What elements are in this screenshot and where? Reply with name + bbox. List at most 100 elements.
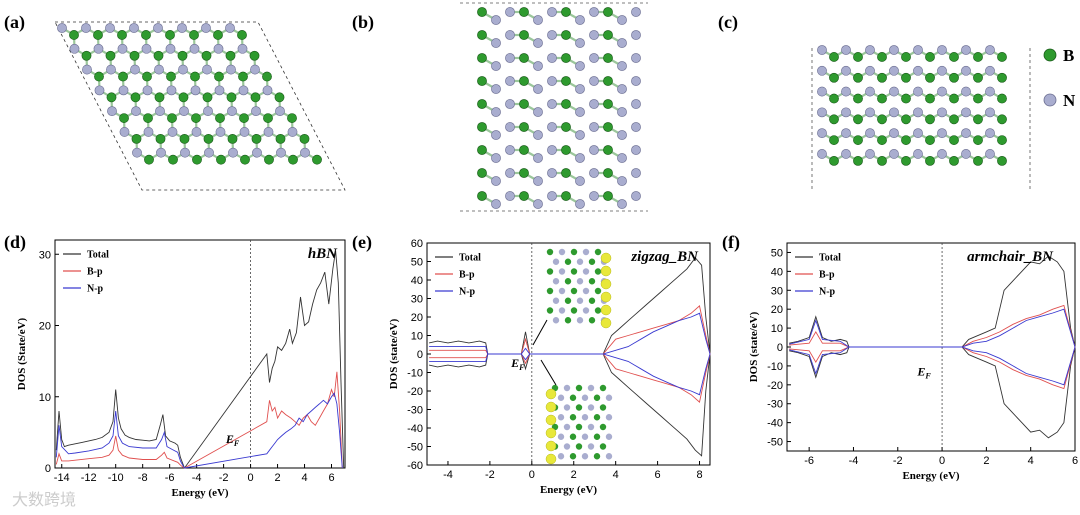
y-tick-label: 30 [411,294,423,306]
boron-atom [564,317,572,324]
x-tick-label: -6 [165,472,175,484]
y-axis-title: DOS (state/eV) [388,318,400,389]
boron-atom [168,154,178,165]
nitrogen-atom [631,122,641,132]
structure-annotation: zigzag_BN [630,249,699,265]
nitrogen-atom [505,30,515,40]
boron-atom [227,133,238,144]
x-axis-title: Energy (eV) [540,484,597,496]
nitrogen-atom [505,7,515,17]
charge-density-insets [532,248,613,465]
nitrogen-atom [631,7,641,17]
boron-atom [129,50,140,61]
boron-atom [570,287,578,295]
x-tick-label: -10 [108,472,124,484]
nitrogen-atom [913,107,923,118]
nitrogen-atom [201,23,211,33]
nitrogen-atom [617,38,627,48]
y-tick-label: 40 [771,266,783,278]
nitrogen-atom [617,107,627,117]
y-tick-label: -50 [767,437,783,449]
dos-chart-hbn: (d) -14 -12 -10 -8 -6 -4 -2 0 2 4 6 0 10 20 30 Energy (e… [4,232,346,499]
boron-atom [973,135,983,145]
nitrogen-atom [226,64,236,75]
x-tick-label: -4 [849,455,859,467]
nitrogen-atom [533,107,543,117]
x-tick-label: -2 [485,469,495,481]
boron-atom [477,168,487,178]
y-tick-label: 20 [771,304,783,316]
nitrogen-atom [961,65,971,76]
boron-atom [546,287,554,295]
boron-atom [191,113,201,123]
boron-atom [519,168,529,178]
boron-atom [201,50,212,61]
nitrogen-atom [589,191,599,201]
nitrogen-atom [558,307,566,314]
charge-density-inset [546,248,612,329]
series-line-b-p [429,305,711,355]
boron-atom [238,71,248,82]
nitrogen-atom [937,107,947,118]
nitrogen-atom [985,45,995,55]
boron-atom [603,145,613,155]
nitrogen-atom [547,7,557,17]
nitrogen-atom [617,84,627,94]
nitrogen-atom [587,384,595,392]
nitrogen-atom [491,38,501,48]
nitrogen-atom [563,443,571,450]
nitrogen-atom [581,433,589,440]
atom-legend: B N [1043,46,1076,110]
nitrogen-atom [132,147,142,158]
series-line-total-down [429,353,711,457]
nitrogen-atom [631,99,641,109]
boron-atom [166,71,176,82]
nitrogen-atom [961,128,971,139]
boron-atom [603,122,613,132]
boron-atom [973,155,983,166]
nitrogen-atom [117,43,128,54]
nitrogen-atom [841,86,851,97]
nitrogen-atom [913,65,923,76]
boron-atom [575,423,583,431]
boron-atom [519,99,529,109]
fermi-level-label: EF [916,364,931,380]
nitrogen-atom [631,76,641,86]
nitrogen-atom [552,297,560,304]
legend-label: B-p [459,270,475,281]
panel-label-a: (a) [4,12,25,33]
boron-atom [901,93,911,104]
nitrogen-atom [533,176,543,186]
nitrogen-atom [817,128,827,139]
nitrogen-atom [180,147,190,158]
boron-atom [477,122,487,132]
y-tick-label: 30 [771,285,783,297]
nitrogen-atom [547,30,557,40]
nitrogen-atom [533,130,543,140]
nitrogen-atom [275,106,285,117]
nitrogen-atom [547,145,557,155]
boron-atom [949,135,959,145]
boron-atom [997,72,1007,83]
charge-density-lobe [545,388,557,400]
y-axis-title: DOS (State/eV) [16,317,28,390]
x-tick-label: 2 [571,469,577,481]
nitrogen-atom [189,43,200,54]
nitrogen-atom [491,15,501,25]
boron-atom [477,145,487,155]
nitrogen-atom [631,30,641,40]
boron-atom [561,99,571,109]
series-line-n-p [789,308,1076,348]
boron-atom [177,50,188,61]
nitrogen-atom [913,86,923,97]
boron-atom [477,30,487,40]
nitrogen-atom [582,248,590,256]
boron-atom [599,423,607,431]
boron-atom [925,52,935,62]
panel-label-c: (c) [718,12,738,33]
nitrogen-atom [589,99,599,109]
boron-atom [603,30,613,40]
nitrogen-atom [913,45,923,55]
nitrogen-atom [491,130,501,140]
nitrogen-atom [250,64,260,75]
